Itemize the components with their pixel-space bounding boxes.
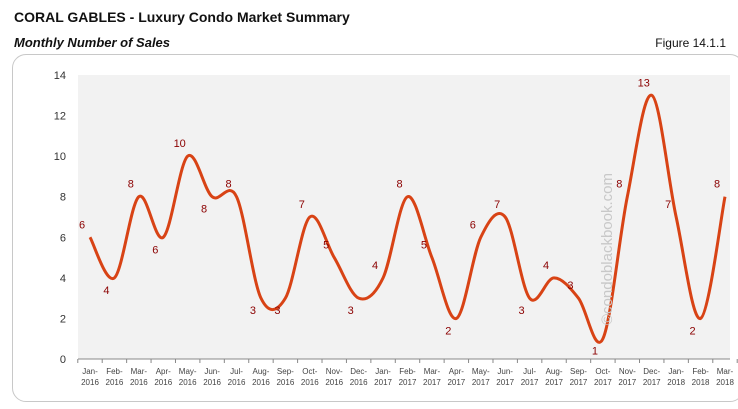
x-tick-label: Sep-2017 bbox=[570, 367, 588, 387]
data-label: 2 bbox=[445, 325, 451, 337]
x-tick-label: May-2017 bbox=[472, 367, 490, 387]
data-label: 8 bbox=[616, 179, 622, 191]
data-label: 3 bbox=[274, 305, 280, 317]
x-tick-label: Feb-2017 bbox=[399, 367, 417, 387]
x-tick-label: Jun-2017 bbox=[496, 367, 514, 387]
x-tick-label: Jul-2017 bbox=[521, 367, 539, 387]
data-label: 3 bbox=[519, 305, 525, 317]
y-tick-label: 0 bbox=[60, 354, 66, 366]
x-tick-label: Nov-2017 bbox=[618, 367, 636, 387]
data-label: 6 bbox=[79, 219, 85, 231]
x-tick-label: Oct-2017 bbox=[594, 367, 612, 387]
data-label: 8 bbox=[128, 179, 134, 191]
x-tick-label: Nov-2016 bbox=[325, 367, 343, 387]
y-tick-label: 10 bbox=[54, 151, 66, 163]
y-tick-label: 8 bbox=[60, 192, 66, 204]
y-tick-label: 2 bbox=[60, 313, 66, 325]
data-label: 8 bbox=[396, 179, 402, 191]
data-label: 4 bbox=[543, 260, 549, 272]
plot-area bbox=[78, 75, 730, 359]
data-label: 1 bbox=[592, 346, 598, 358]
series-line bbox=[88, 93, 727, 344]
x-tick-label: Feb-2016 bbox=[106, 367, 124, 387]
x-tick-label: Apr-2016 bbox=[154, 367, 172, 387]
data-label: 8 bbox=[201, 204, 207, 216]
x-tick-label: Mar-2018 bbox=[716, 367, 734, 387]
data-label: 2 bbox=[690, 325, 696, 337]
data-label: 3 bbox=[567, 280, 573, 292]
y-tick-label: 4 bbox=[60, 273, 66, 285]
data-label: 7 bbox=[299, 199, 305, 211]
x-tick-label: Mar-2016 bbox=[130, 367, 148, 387]
data-label: 4 bbox=[372, 260, 378, 272]
x-tick-label: May-2016 bbox=[179, 367, 197, 387]
data-label: 4 bbox=[103, 285, 109, 297]
figure-label: Figure 14.1.1 bbox=[655, 36, 726, 50]
data-label: 10 bbox=[174, 138, 186, 150]
x-tick-label: Sep-2016 bbox=[276, 367, 294, 387]
x-tick-label: Jan-2016 bbox=[81, 367, 99, 387]
data-label: 8 bbox=[225, 179, 231, 191]
x-tick-label: Oct-2016 bbox=[301, 367, 319, 387]
x-tick-label: Jan-2017 bbox=[374, 367, 392, 387]
data-label: 13 bbox=[638, 77, 650, 89]
x-tick-label: Dec-2017 bbox=[643, 367, 661, 387]
x-tick-label: Feb-2018 bbox=[692, 367, 710, 387]
x-tick-label: Apr-2017 bbox=[447, 367, 465, 387]
y-tick-label: 14 bbox=[54, 70, 66, 82]
data-label: 5 bbox=[421, 240, 427, 252]
data-label: 3 bbox=[348, 305, 354, 317]
chart-frame bbox=[12, 54, 738, 402]
data-label: 3 bbox=[250, 305, 256, 317]
x-tick-label: Dec-2016 bbox=[350, 367, 368, 387]
x-tick-label: Aug-2017 bbox=[545, 367, 563, 387]
data-label: 5 bbox=[323, 240, 329, 252]
y-tick-label: 6 bbox=[60, 232, 66, 244]
x-tick-label: Aug-2016 bbox=[252, 367, 270, 387]
watermark: ©condoblackbook.com bbox=[599, 173, 616, 325]
x-tick-label: Jul-2016 bbox=[228, 367, 246, 387]
x-tick-label: Jun-2016 bbox=[203, 367, 221, 387]
data-label: 7 bbox=[665, 199, 671, 211]
data-label: 6 bbox=[470, 219, 476, 231]
data-label: 6 bbox=[152, 244, 158, 256]
x-tick-label: Mar-2017 bbox=[423, 367, 441, 387]
page-title: CORAL GABLES - Luxury Condo Market Summa… bbox=[14, 9, 350, 25]
y-tick-label: 12 bbox=[54, 111, 66, 123]
x-tick-label: Jan-2018 bbox=[667, 367, 685, 387]
data-label: 8 bbox=[714, 179, 720, 191]
chart-subtitle: Monthly Number of Sales bbox=[14, 35, 171, 50]
data-label: 7 bbox=[494, 199, 500, 211]
